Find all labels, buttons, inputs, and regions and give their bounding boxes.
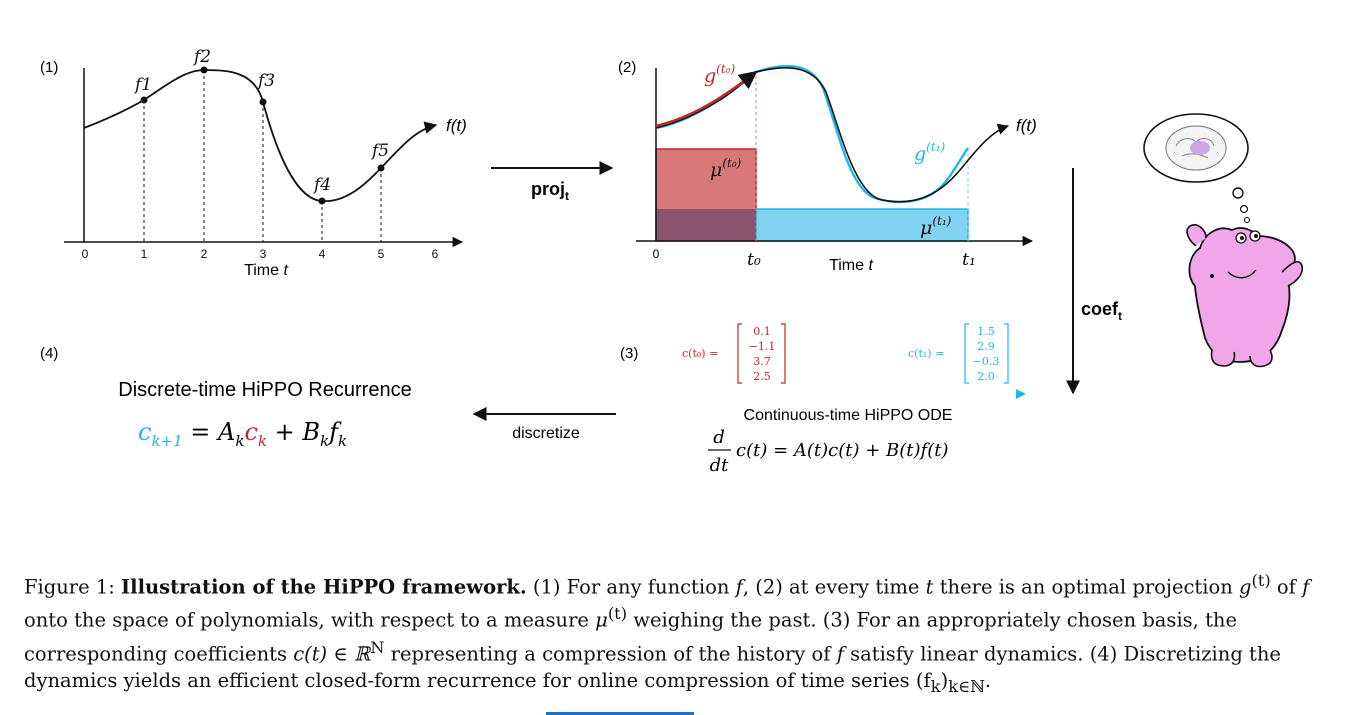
panel-2-f-label: f(t) <box>1016 116 1037 135</box>
svg-text:−1.1: −1.1 <box>749 340 776 353</box>
label-f5: f5 <box>370 141 389 161</box>
sample-lines <box>143 70 382 242</box>
sample-points <box>140 66 385 205</box>
svg-text:2: 2 <box>201 247 208 261</box>
thought-bubble-2 <box>1239 204 1249 214</box>
panel-4-title: Discrete-time HiPPO Recurrence <box>118 379 411 401</box>
sample-labels: f1 f2 f3 f4 f5 <box>133 47 389 195</box>
hippo-mascot <box>1143 113 1304 368</box>
proj-label: projt <box>531 179 569 203</box>
hippo-figure: (1) f1 f2 f3 f4 f5 f(t) 0 1 <box>40 47 1304 476</box>
ode-rhs: c(t) = A(t)c(t) + B(t)f(t) <box>736 440 949 461</box>
hippo-body <box>1188 227 1296 363</box>
panel-4-label: (4) <box>40 345 58 362</box>
svg-text:0.1: 0.1 <box>753 325 771 338</box>
panel-2: (2) g(t₀) g(t₁) μ(t₀) μ(t₁) f(t) 0 t₀ t₁… <box>618 59 1037 274</box>
label-f4: f4 <box>312 175 331 195</box>
label-f1: f1 <box>133 75 152 95</box>
measure-overlap-region <box>656 209 756 241</box>
panel-1: (1) f1 f2 f3 f4 f5 f(t) 0 1 <box>40 47 467 279</box>
mu-t1-label: μ(t₁) <box>920 214 952 239</box>
panel-2-xlabel: Time t <box>829 257 873 274</box>
svg-text:1: 1 <box>141 247 148 261</box>
hippo-right-arm <box>1281 260 1304 287</box>
hippo-right-foot <box>1249 349 1273 368</box>
ode-denominator: dt <box>710 455 730 476</box>
panel-1-ticks: 0 1 2 3 4 5 6 <box>82 247 439 261</box>
svg-text:4: 4 <box>319 247 326 261</box>
g-t0-label: g(t₀) <box>704 62 735 87</box>
panel-3-label: (3) <box>620 345 638 362</box>
hippo-mouth <box>1227 269 1257 279</box>
svg-text:2.5: 2.5 <box>753 370 771 383</box>
proj-arrow: projt <box>491 161 614 203</box>
c-t0-vector: 0.1 −1.1 3.7 2.5 <box>749 325 776 383</box>
svg-text:3.7: 3.7 <box>753 355 771 368</box>
panel-1-xlabel: Time t <box>244 262 288 279</box>
figure-caption: Figure 1: Illustration of the HiPPO fram… <box>24 570 1310 696</box>
panel-1-label: (1) <box>40 59 58 76</box>
svg-text:1.5: 1.5 <box>977 325 995 338</box>
svg-text:6: 6 <box>432 247 439 261</box>
function-curve-2 <box>655 67 1010 203</box>
thought-bubble-3 <box>1243 216 1251 224</box>
sample-point-f5 <box>377 164 385 172</box>
panel-4: (4) Discrete-time HiPPO Recurrence ck+1 … <box>40 345 412 450</box>
thought-bubble-1 <box>1232 187 1244 199</box>
g-t1-label: g(t₁) <box>914 140 945 165</box>
hippo-left-arm <box>1186 224 1207 247</box>
panel-3: (3) c(t₀) = 0.1 −1.1 3.7 2.5 c(t₁) = 1.5… <box>620 323 1026 476</box>
discretize-label: discretize <box>512 425 580 442</box>
hippo-left-foot <box>1210 349 1236 367</box>
panel-2-label: (2) <box>618 59 636 76</box>
sample-point-f2 <box>200 66 208 74</box>
sample-point-f1 <box>140 96 148 104</box>
svg-text:5: 5 <box>378 247 385 261</box>
svg-text:2.9: 2.9 <box>977 340 995 353</box>
svg-text:2.0: 2.0 <box>977 370 995 383</box>
t1-tick-label: t₁ <box>962 250 976 270</box>
c-t1-vector: 1.5 2.9 −0.3 2.0 <box>973 325 1000 383</box>
ode-numerator: d <box>713 427 725 448</box>
t0-tick-label: t₀ <box>747 250 761 270</box>
coef-label: coeft <box>1081 299 1122 323</box>
sample-point-f3 <box>259 98 267 106</box>
label-f2: f2 <box>192 47 211 67</box>
mu-t0-label: μ(t₀) <box>710 156 742 181</box>
panel-2-tick-0: 0 <box>653 247 660 261</box>
label-f3: f3 <box>256 71 275 91</box>
svg-text:3: 3 <box>260 247 267 261</box>
sample-point-f4 <box>318 197 326 205</box>
coef-arrow: coeft <box>1066 168 1122 395</box>
recurrence-equation: ck+1 = Akck + Bkfk <box>138 418 347 450</box>
discretize-arrow: discretize <box>472 407 616 442</box>
c-t0-label: c(t₀) = <box>682 347 718 360</box>
projection-g-t0-curve <box>655 70 758 128</box>
panel-1-f-label: f(t) <box>446 116 467 135</box>
c-t1-label: c(t₁) = <box>908 347 944 360</box>
page-scroll-indicator <box>546 712 694 715</box>
panel-3-title: Continuous-time HiPPO ODE <box>744 407 953 424</box>
svg-text:−0.3: −0.3 <box>973 355 1000 368</box>
svg-text:0: 0 <box>82 247 89 261</box>
